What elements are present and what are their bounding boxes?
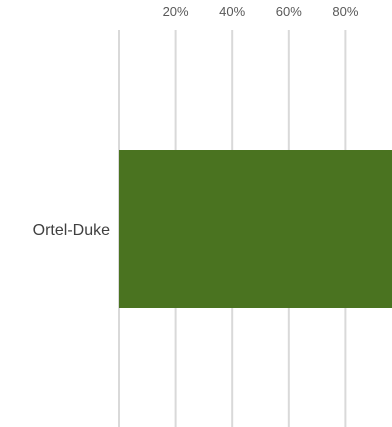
x-tick-label: 20% — [163, 4, 189, 19]
x-tick-label: 40% — [219, 4, 245, 19]
bar — [119, 150, 392, 308]
tick-layer: 20% 40% 60% 80% — [163, 4, 359, 19]
x-tick-label: 80% — [332, 4, 358, 19]
category-label: Ortel-Duke — [33, 222, 110, 239]
category-label-layer: Ortel-Duke — [33, 222, 110, 239]
x-tick-label: 60% — [276, 4, 302, 19]
bar-layer — [119, 150, 392, 308]
